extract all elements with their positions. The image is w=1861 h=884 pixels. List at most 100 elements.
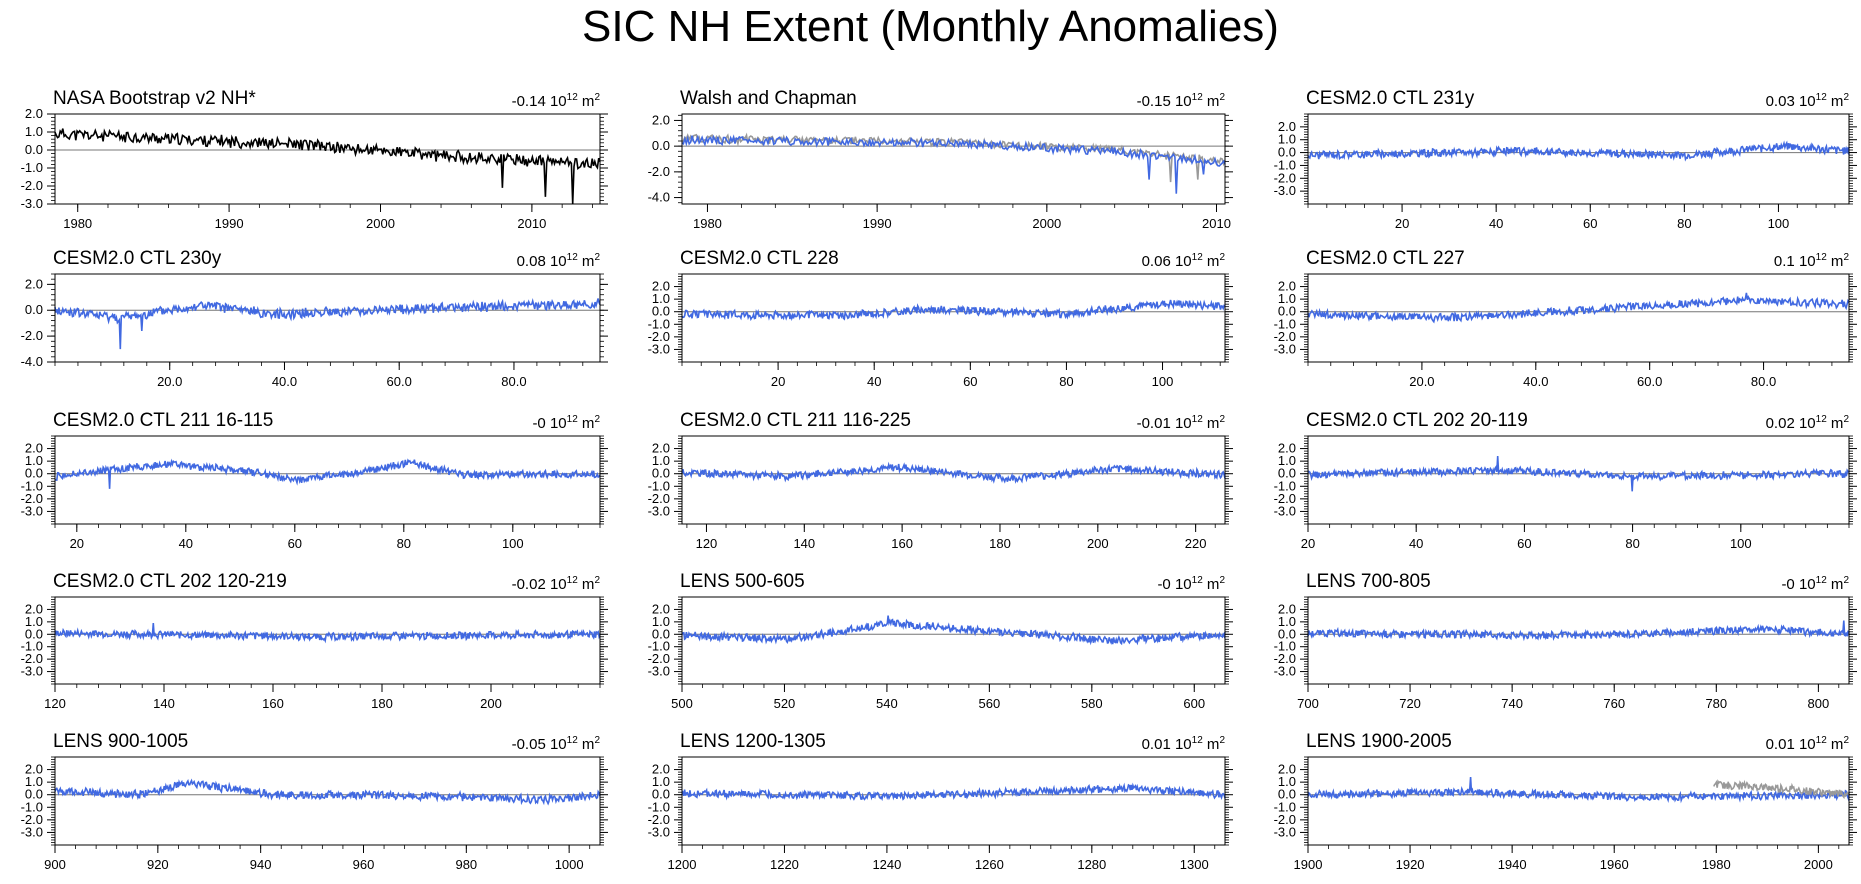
y-tick-label: -1.0 [1274,157,1296,172]
panel-title: LENS 700-805 [1306,571,1431,592]
y-tick-label: 2.0 [25,276,43,291]
y-tick-label: -1.0 [21,799,43,814]
y-tick-label: 2.0 [1278,279,1296,294]
panel-9: CESM2.0 CTL 202 20-119 0.02 1012 m2 2.01.0… [1274,410,1857,551]
panel-mean-value: -0.14 1012 m2 [512,92,601,110]
y-tick-label: -1.0 [1274,639,1296,654]
x-tick-label: 20.0 [157,374,182,389]
y-tick-label: 0.0 [652,626,670,641]
series-line [1307,456,1850,492]
x-tick-label: 60 [963,374,977,389]
x-tick-label: 40 [867,374,881,389]
x-tick-label: 20 [1395,216,1409,231]
y-tick-label: -1.0 [1274,316,1296,331]
y-tick-label: 1.0 [1278,774,1296,789]
x-tick-label: 800 [1808,696,1830,711]
panel-14: LENS 1200-1305 0.01 1012 m22.01.00.0-1.0-… [648,731,1233,872]
series-line [54,128,601,205]
panel-mean-value: -0.02 1012 m2 [512,575,601,593]
y-tick-label: 1.0 [652,453,670,468]
y-tick-label: 1.0 [1278,132,1296,147]
x-tick-label: 1990 [215,216,244,231]
y-tick-label: -2.0 [648,812,670,827]
y-tick-label: 1.0 [25,124,43,139]
x-tick-label: 40.0 [272,374,297,389]
panel-mean-value: 0.06 1012 m2 [1142,252,1226,270]
x-tick-label: 1980 [63,216,92,231]
y-tick-label: 0.0 [25,787,43,802]
x-tick-label: 560 [979,696,1001,711]
y-tick-label: -2.0 [1274,329,1296,344]
x-tick-label: 20 [1301,536,1315,551]
x-tick-label: 180 [371,696,393,711]
panel-mean-value: -0 1012 m2 [1781,575,1849,593]
y-tick-label: -3.0 [1274,503,1296,518]
y-tick-label: -2.0 [1274,812,1296,827]
y-tick-label: 0.0 [25,302,43,317]
y-tick-label: 1.0 [652,291,670,306]
x-tick-label: 80 [1059,374,1073,389]
panel-5: CESM2.0 CTL 228 0.06 1012 m2 2.01.00.0-1.0… [648,248,1233,389]
y-tick-label: 2.0 [652,762,670,777]
panel-4: CESM2.0 CTL 230y 0.08 1012 m2 2.0 0.0 -2.0 -4… [21,248,608,389]
x-tick-label: 120 [44,696,66,711]
panel-title: LENS 900-1005 [53,731,188,752]
panel-mean-value: 0.01 1012 m2 [1142,735,1226,753]
panel-title: LENS 1200-1305 [680,731,826,752]
y-tick-label: -2.0 [1274,491,1296,506]
x-tick-label: 1280 [1077,857,1106,872]
y-tick-label: 2.0 [25,441,43,456]
y-tick-label: -2.0 [21,812,43,827]
y-tick-label: -3.0 [648,341,670,356]
panel-mean-value: -0.15 1012 m2 [1137,92,1226,110]
x-tick-label: 80.0 [501,374,526,389]
x-tick-label: 100 [502,536,524,551]
y-tick-label: 2.0 [1278,762,1296,777]
y-tick-label: 1.0 [652,614,670,629]
x-tick-label: 200 [1087,536,1109,551]
series-line [681,782,1226,802]
x-tick-label: 1980 [1702,857,1731,872]
y-tick-label: -2.0 [648,491,670,506]
y-tick-label: 0.0 [1278,466,1296,481]
x-tick-label: 1220 [770,857,799,872]
x-tick-label: 600 [1183,696,1205,711]
panel-title: CESM2.0 CTL 202 120-219 [53,571,287,592]
y-tick-label: 0.0 [652,138,670,153]
y-tick-label: -1.0 [1274,799,1296,814]
y-tick-label: 2.0 [25,106,43,121]
panel-title: CESM2.0 CTL 228 [680,248,839,269]
x-tick-label: 60.0 [387,374,412,389]
plot-frame [681,273,1226,363]
x-tick-label: 1200 [668,857,697,872]
y-tick-label: 0.0 [652,304,670,319]
x-tick-label: 180 [989,536,1011,551]
series-line [54,778,601,806]
x-tick-label: 80 [1677,216,1691,231]
x-tick-label: 120 [696,536,718,551]
x-tick-label: 1240 [872,857,901,872]
panel-1: NASA Bootstrap v2 NH* -0.14 1012 m2 2.0 1.0… [21,88,608,231]
x-tick-label: 2000 [1032,216,1061,231]
x-tick-label: 160 [891,536,913,551]
x-tick-label: 100 [1768,216,1790,231]
y-tick-label: 0.0 [652,787,670,802]
y-tick-label: -4.0 [21,354,43,369]
y-tick-label: -2.0 [21,651,43,666]
x-tick-label: 700 [1297,696,1319,711]
y-tick-label: -4.0 [648,190,670,205]
series-line [681,461,1226,484]
x-tick-label: 100 [1730,536,1752,551]
series-line [681,134,1226,194]
panel-mean-value: 0.03 1012 m2 [1766,92,1850,110]
y-tick-label: -3.0 [1274,664,1296,679]
panel-3: CESM2.0 CTL 231y 0.03 1012 m2 2.01.00.0-1.… [1274,88,1857,231]
panel-11: LENS 500-605 -0 1012 m2 2.01.00.0-1.0-2.0-… [648,571,1233,711]
x-tick-label: 60 [288,536,302,551]
y-tick-label: 0.0 [25,466,43,481]
x-tick-label: 60 [1517,536,1531,551]
panel-mean-value: 0.1 1012 m2 [1774,252,1850,270]
y-tick-label: 2.0 [1278,601,1296,616]
x-tick-label: 140 [153,696,175,711]
panel-title: NASA Bootstrap v2 NH* [53,88,256,109]
